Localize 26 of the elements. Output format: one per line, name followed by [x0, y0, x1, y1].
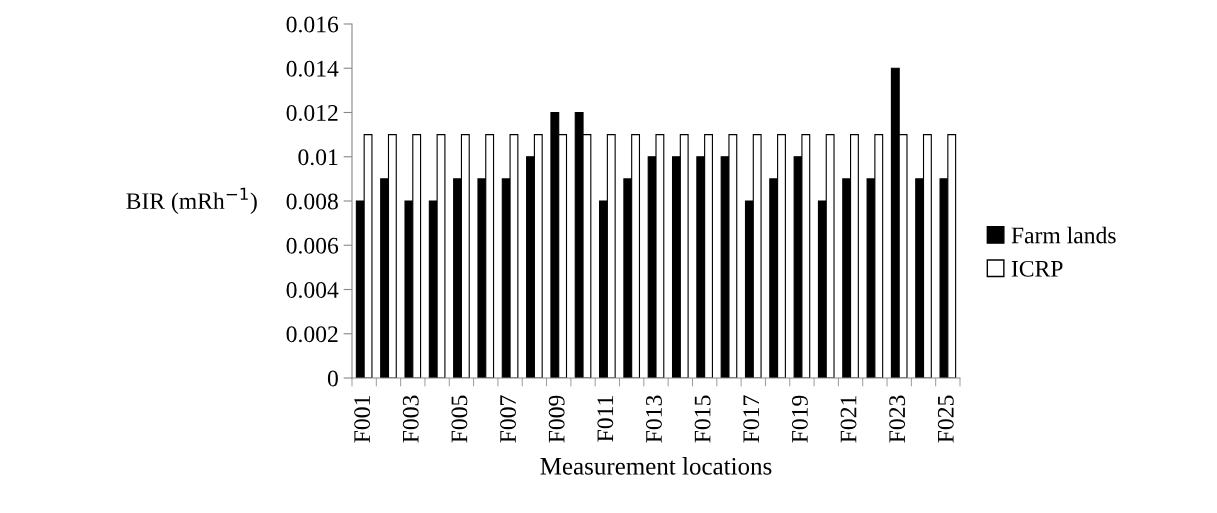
y-tick-label: 0	[327, 370, 338, 387]
legend-label: Farm lands	[1011, 226, 1116, 244]
y-tick-label: 0.006	[286, 237, 339, 254]
y-tick-label: 0.014	[286, 60, 339, 77]
x-tick-label: F017	[743, 395, 760, 443]
x-tick-label: F021	[840, 396, 857, 443]
y-tick-label: 0.002	[286, 326, 338, 343]
x-tick-label: F003	[402, 395, 419, 443]
legend-label: ICRP	[1011, 260, 1063, 277]
x-tick-label: F019	[791, 395, 808, 443]
x-tick-label: F025	[937, 395, 954, 443]
x-tick-label: F011	[597, 396, 614, 442]
x-axis-title: Measurement locations	[540, 457, 772, 475]
x-tick-label: F009	[548, 395, 565, 443]
x-tick-label: F001	[354, 396, 371, 443]
y-tick-label: 0.004	[286, 281, 339, 299]
x-tick-label: F005	[451, 395, 468, 443]
y-tick-label: 0.012	[286, 104, 338, 122]
y-tick-label: 0.01	[298, 149, 338, 166]
y-axis-title: BIR (mRh$^{−1}$)	[126, 187, 257, 214]
x-tick-label: F023	[889, 395, 906, 443]
x-tick-label: F015	[694, 395, 711, 443]
x-tick-label: F013	[645, 395, 662, 443]
x-tick-label: F007	[500, 395, 516, 443]
y-tick-label: 0.008	[286, 193, 338, 210]
y-tick-label: 0.016	[286, 16, 339, 33]
